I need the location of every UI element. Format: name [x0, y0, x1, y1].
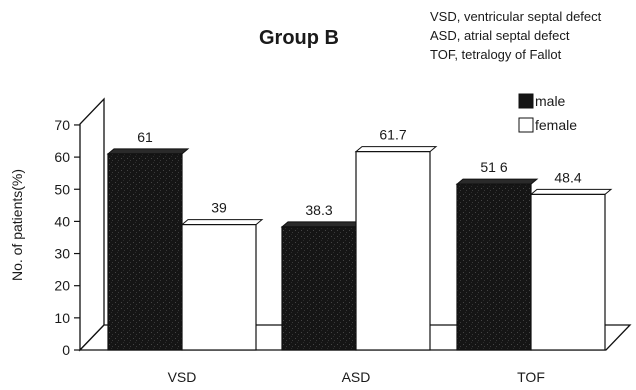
data-label-male-tof: 51 6: [480, 159, 507, 175]
bar-female-asd: [354, 146, 438, 351]
data-labels: 61 39 38.3 61.7 51 6 48.4: [137, 127, 582, 218]
legend-label-female: female: [535, 117, 577, 133]
category-label-tof: TOF: [517, 369, 545, 385]
legend-label-male: male: [535, 93, 566, 109]
bar-front-face: [281, 226, 357, 351]
y-tick-label: 60: [54, 149, 70, 165]
category-labels: VSD ASD TOF: [168, 369, 545, 385]
legend-swatch-male: [518, 93, 534, 109]
bar-front-face: [181, 224, 257, 351]
data-label-female-tof: 48.4: [554, 169, 581, 185]
bar-female-tof: [529, 188, 613, 351]
legend: male female: [518, 93, 577, 133]
bars: [106, 146, 613, 351]
data-label-male-asd: 38.3: [305, 202, 332, 218]
data-label-female-vsd: 39: [211, 200, 227, 216]
bar-male-tof: [455, 178, 539, 351]
back-wall: [79, 97, 105, 352]
bar-front-face: [355, 151, 431, 351]
bar-top-face: [529, 188, 613, 195]
annotation-asd: ASD, atrial septal defect: [430, 28, 570, 43]
data-label-female-asd: 61.7: [379, 127, 406, 143]
bar-female-vsd: [180, 219, 264, 351]
bar-front-face: [107, 153, 183, 351]
annotation-vsd: VSD, ventricular septal defect: [430, 9, 602, 24]
bar-top-face: [180, 219, 264, 226]
category-label-asd: ASD: [342, 369, 371, 385]
y-tick-label: 30: [54, 246, 70, 262]
bar-male-asd: [280, 221, 364, 351]
bar-male-vsd: [106, 148, 190, 351]
bar-top-face: [354, 146, 438, 153]
bar-top-face: [106, 148, 190, 155]
chart-title: Group B: [259, 27, 339, 49]
y-tick-label: 10: [54, 310, 70, 326]
y-axis-label: No. of patients(%): [9, 169, 25, 281]
y-tick-label: 50: [54, 181, 70, 197]
bar-top-face: [455, 178, 539, 185]
bar-top-face: [280, 221, 364, 228]
data-label-male-vsd: 61: [137, 129, 153, 145]
y-tick-label: 40: [54, 213, 70, 229]
y-tick-label: 0: [62, 342, 70, 358]
legend-swatch-female: [518, 117, 534, 133]
annotation-tof: TOF, tetralogy of Fallot: [430, 47, 562, 62]
y-tick-label: 20: [54, 278, 70, 294]
category-label-vsd: VSD: [168, 369, 197, 385]
y-axis: 0 10 20 30 40 50 60 70: [54, 117, 80, 358]
y-tick-label: 70: [54, 117, 70, 133]
bar-front-face: [530, 193, 606, 351]
bar-front-face: [456, 183, 532, 351]
